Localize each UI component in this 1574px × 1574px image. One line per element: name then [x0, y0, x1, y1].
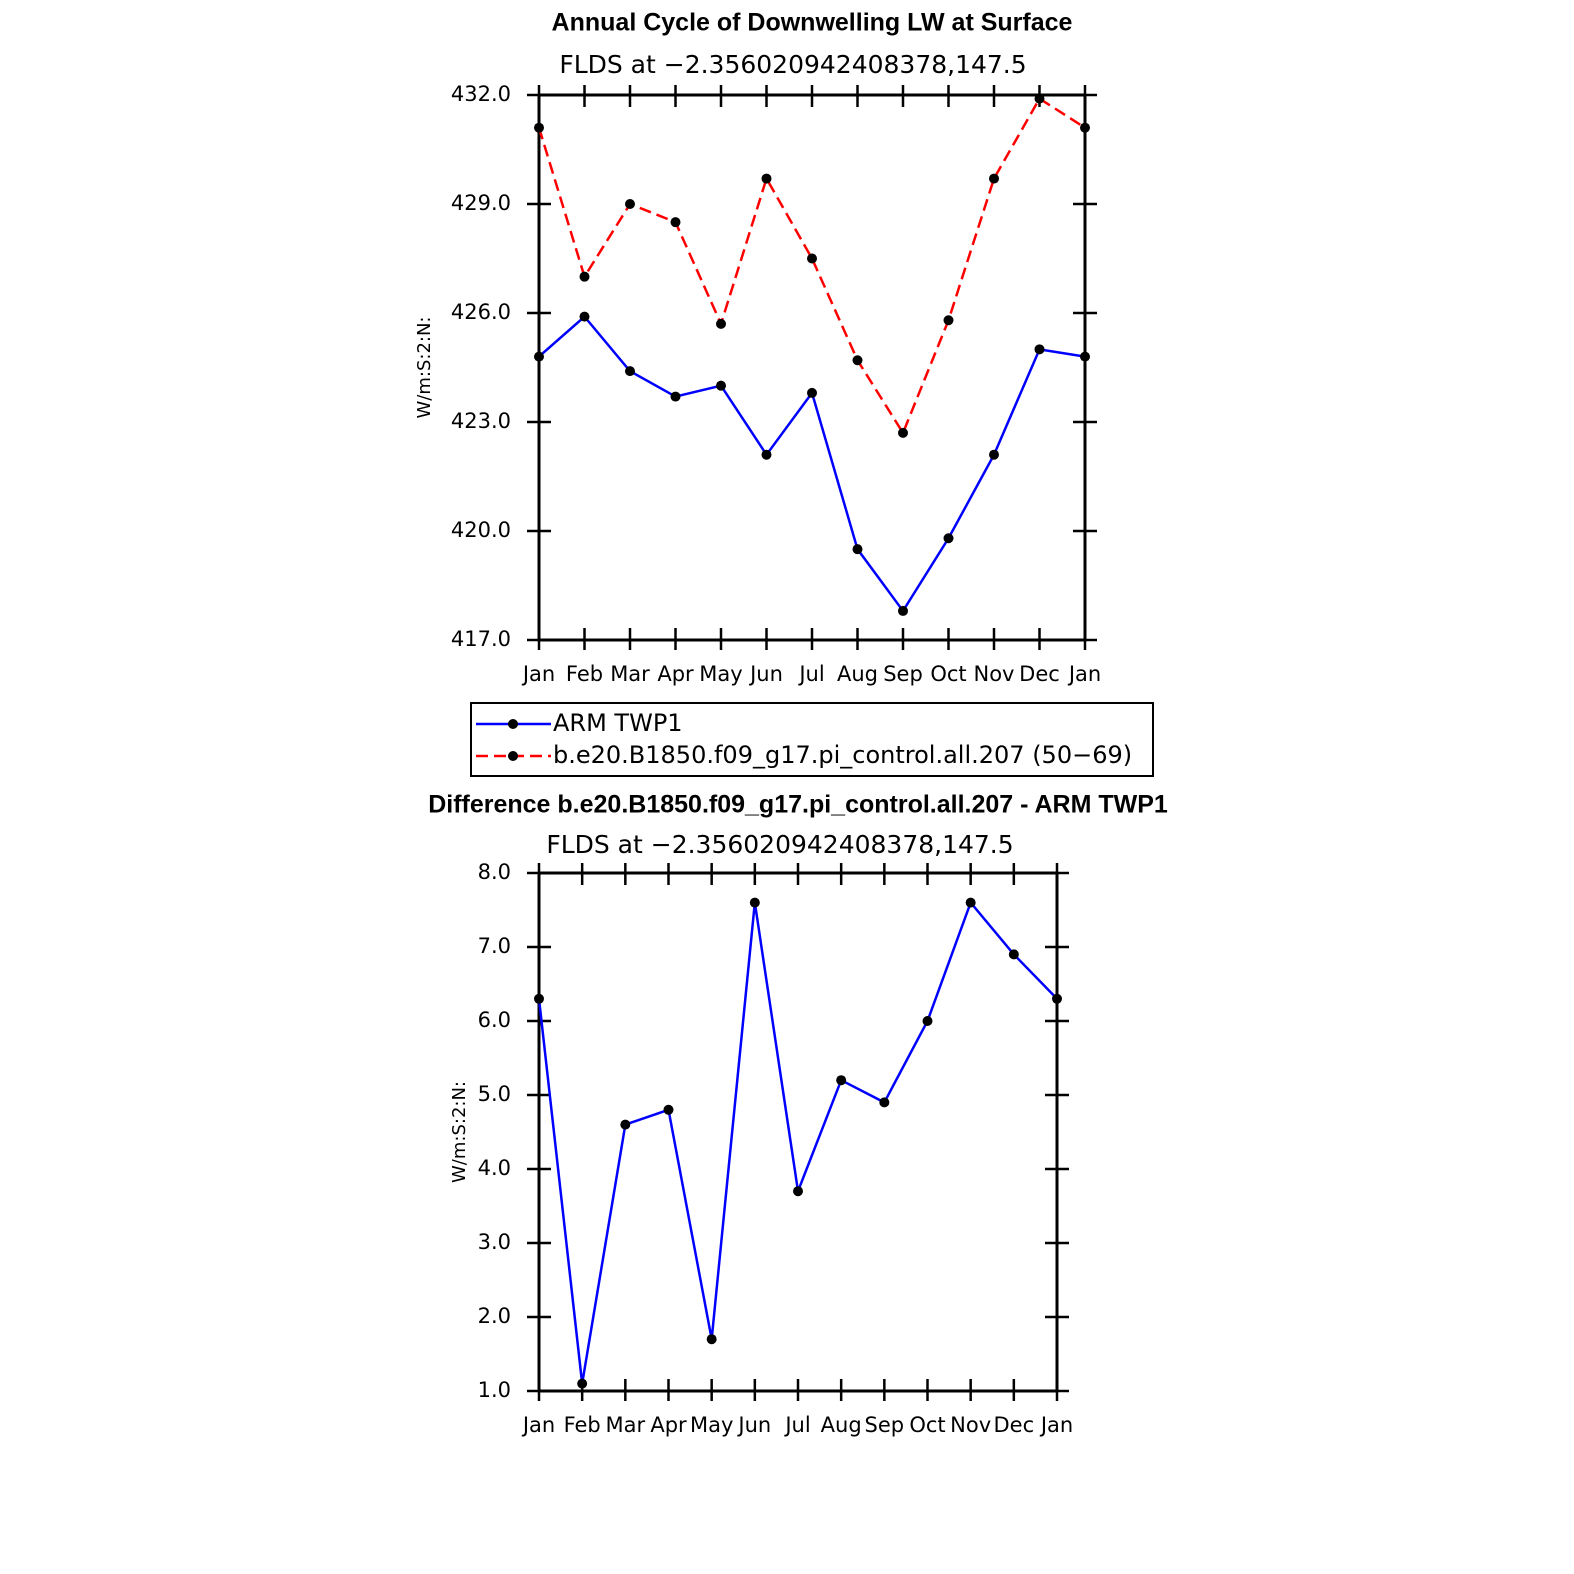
chart-subtitle: FLDS at −2.356020942408378,147.5: [559, 50, 1026, 79]
data-point: [922, 1016, 933, 1026]
y-tick-label: 3.0: [478, 1230, 511, 1254]
x-tick-label: Aug: [821, 1413, 862, 1437]
y-tick-label: 2.0: [478, 1304, 511, 1328]
legend-marker: [508, 719, 518, 729]
data-point: [749, 897, 760, 908]
data-line: [537, 96, 1086, 436]
chart-title: Annual Cycle of Downwelling LW at Surfac…: [552, 9, 1073, 37]
legend-label: b.e20.B1850.f09_g17.pi_control.all.207 (…: [553, 741, 1132, 769]
x-tick-label: Apr: [650, 1413, 687, 1437]
legend-box: [470, 702, 1154, 777]
data-point: [879, 1097, 890, 1108]
data-point: [836, 1075, 847, 1086]
x-tick-label: Jan: [1067, 662, 1101, 686]
y-tick-label: 6.0: [478, 1008, 511, 1032]
x-tick-label: Oct: [909, 1413, 945, 1437]
data-point: [761, 449, 772, 460]
data-point: [577, 1378, 588, 1389]
x-tick-label: Jul: [783, 1413, 810, 1437]
data-point: [965, 897, 976, 908]
x-tick-label: Sep: [883, 662, 923, 686]
data-point: [898, 605, 908, 616]
y-tick-label: 7.0: [478, 934, 511, 958]
data-point: [716, 318, 726, 329]
data-point: [989, 173, 999, 184]
data-point: [1080, 122, 1090, 133]
x-tick-label: Apr: [657, 662, 694, 686]
data-point: [663, 1104, 674, 1115]
x-tick-label: Dec: [1019, 662, 1060, 686]
data-point: [807, 253, 817, 264]
data-point: [761, 173, 772, 184]
x-tick-label: Feb: [566, 662, 603, 686]
y-tick-label: 8.0: [478, 860, 511, 884]
data-point: [852, 355, 863, 366]
data-line: [537, 900, 1058, 1384]
data-point: [534, 122, 544, 133]
y-tick-label: 420.0: [451, 518, 511, 542]
data-point: [620, 1119, 631, 1130]
data-point: [1080, 351, 1090, 362]
data-point: [579, 271, 590, 282]
y-tick-label: 417.0: [451, 627, 511, 651]
y-tick-label: 4.0: [478, 1156, 511, 1180]
data-point: [625, 199, 635, 209]
x-tick-label: May: [699, 662, 742, 686]
plot-frame: [537, 871, 1059, 1393]
data-point: [579, 311, 590, 322]
x-tick-label: Mar: [606, 1413, 646, 1437]
data-point: [670, 217, 681, 228]
legend-marker: [508, 751, 518, 761]
data-point: [943, 315, 954, 326]
data-point: [534, 993, 544, 1004]
x-tick-label: Oct: [930, 662, 966, 686]
chart-subtitle: FLDS at −2.356020942408378,147.5: [546, 830, 1013, 859]
x-tick-label: Nov: [950, 1413, 991, 1437]
data-line: [538, 314, 1086, 614]
data-point: [989, 449, 999, 460]
data-point: [625, 366, 635, 377]
x-tick-label: Dec: [994, 1413, 1035, 1437]
x-tick-label: Aug: [837, 662, 878, 686]
x-tick-label: Nov: [974, 662, 1015, 686]
x-tick-label: Jun: [748, 662, 783, 686]
data-point: [898, 427, 908, 438]
data-point: [1034, 93, 1045, 104]
data-point: [1052, 993, 1062, 1004]
y-axis-label: W/m:S:2:N:: [414, 317, 435, 419]
data-point: [793, 1186, 803, 1197]
y-tick-label: 429.0: [451, 191, 511, 215]
data-point: [1008, 949, 1019, 960]
x-tick-label: Mar: [610, 662, 650, 686]
data-point: [706, 1334, 717, 1345]
data-point: [852, 544, 863, 555]
chart-title: Difference b.e20.B1850.f09_g17.pi_contro…: [428, 791, 1168, 819]
data-point: [943, 533, 954, 544]
legend-label: ARM TWP1: [553, 709, 683, 737]
y-tick-label: 432.0: [451, 82, 511, 106]
data-point: [534, 351, 544, 362]
y-tick-label: 426.0: [451, 300, 511, 324]
data-point: [1034, 344, 1045, 355]
data-point: [716, 380, 726, 391]
x-tick-label: Jan: [521, 662, 555, 686]
data-point: [670, 391, 681, 402]
x-tick-label: May: [690, 1413, 733, 1437]
y-tick-label: 423.0: [451, 409, 511, 433]
plot-frame: [537, 93, 1087, 642]
y-tick-label: 5.0: [478, 1082, 511, 1106]
x-tick-label: Feb: [564, 1413, 601, 1437]
x-tick-label: Jan: [1039, 1413, 1073, 1437]
y-axis-label: W/m:S:2:N:: [449, 1081, 470, 1183]
data-point: [807, 387, 817, 398]
x-tick-label: Jan: [521, 1413, 555, 1437]
y-tick-label: 1.0: [478, 1378, 511, 1402]
x-tick-label: Jul: [797, 662, 824, 686]
x-tick-label: Sep: [865, 1413, 905, 1437]
x-tick-label: Jun: [736, 1413, 771, 1437]
